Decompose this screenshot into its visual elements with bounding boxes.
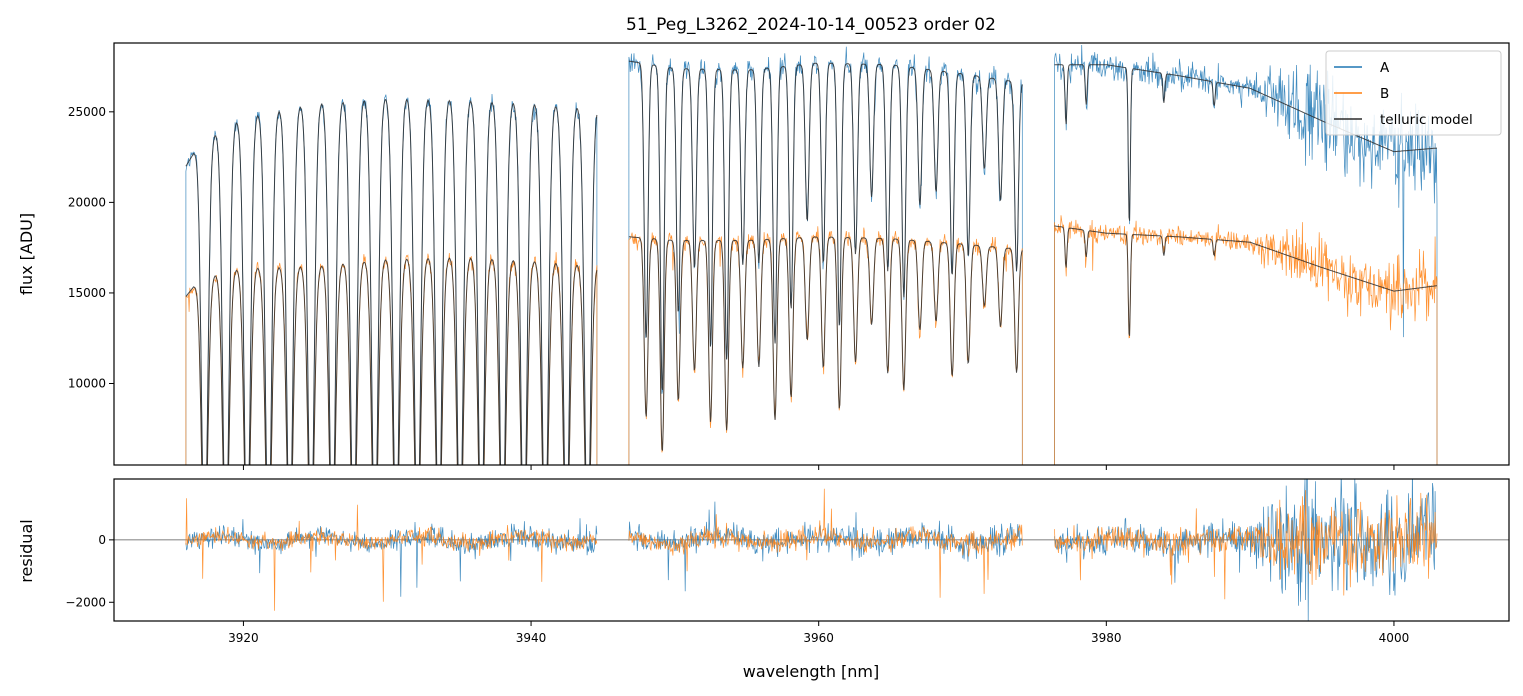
flux-x-ticks (242, 465, 1395, 470)
legend-label-b: B (1380, 86, 1389, 102)
x-tick-label: 3980 (1091, 631, 1122, 645)
legend-label-a: A (1380, 60, 1390, 76)
telluric-model-b-line (185, 225, 1438, 465)
residual-plot-area (114, 479, 1509, 621)
chart-title: 51_Peg_L3262_2024-10-14_00523 order 02 (626, 15, 996, 35)
legend: A B telluric model (1325, 50, 1502, 136)
telluric-model-a-line (185, 60, 1437, 465)
residual-y-ticks: −2000 0 (65, 533, 114, 609)
x-tick-label: 3960 (803, 631, 834, 645)
y-tick-label: 15000 (68, 286, 106, 300)
legend-box (1325, 50, 1502, 136)
residual-b-line (185, 488, 1438, 611)
residual-panel-frame (113, 478, 1510, 622)
flux-panel: 10000 15000 20000 25000 flux [ADU] (17, 42, 1510, 470)
y-tick-label: 0 (98, 533, 106, 547)
residual-panel: −2000 0 3920 3940 3960 3980 4000 residual wav… (17, 478, 1510, 681)
flux-y-axis-label: flux [ADU] (17, 213, 36, 295)
x-tick-label: 4000 (1379, 631, 1410, 645)
x-tick-label: 3940 (516, 631, 547, 645)
y-tick-label: 10000 (68, 376, 106, 390)
legend-label-telluric: telluric model (1380, 112, 1473, 128)
y-tick-label: 20000 (68, 195, 106, 209)
residual-x-ticks: 3920 3940 3960 3980 4000 (228, 621, 1409, 645)
flux-plot-area (185, 44, 1438, 465)
flux-panel-frame (113, 42, 1510, 466)
x-tick-label: 3920 (228, 631, 259, 645)
residual-y-axis-label: residual (17, 519, 36, 582)
x-axis-label: wavelength [nm] (743, 662, 880, 681)
y-tick-label: 25000 (68, 105, 106, 119)
flux-y-ticks: 10000 15000 20000 25000 (68, 105, 114, 390)
y-tick-label: −2000 (65, 595, 106, 609)
